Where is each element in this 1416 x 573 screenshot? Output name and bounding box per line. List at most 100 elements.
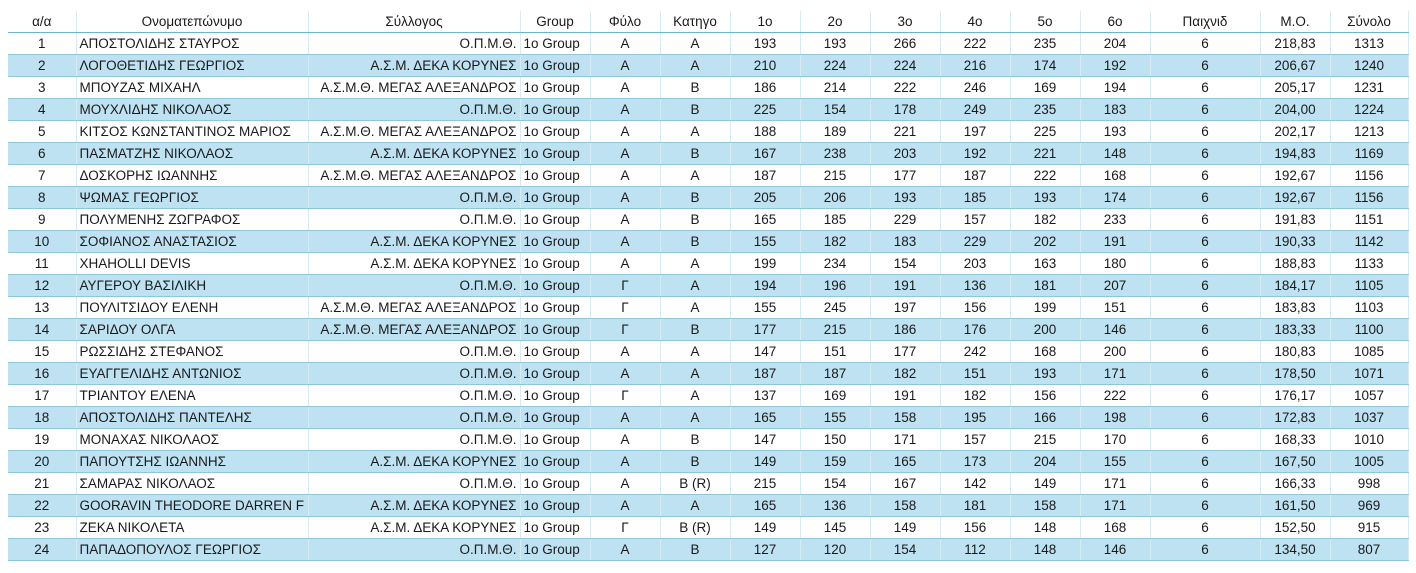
cell: Ο.Π.Μ.Θ. [308,384,521,407]
cell: 13 [8,296,77,319]
cell: 147 [730,428,801,451]
cell: 1313 [1330,32,1409,55]
cell: 165 [730,208,801,231]
cell: 235 [1010,98,1081,121]
cell: 1ο Group [520,54,591,77]
cell: 203 [940,252,1011,275]
cell: 233 [1080,208,1151,231]
cell: 12 [8,274,77,297]
cell: 127 [730,538,801,561]
cell: 156 [940,296,1011,319]
cell: 215 [1010,428,1081,451]
cell: 171 [1080,362,1151,385]
cell: 6 [1150,384,1261,407]
cell: Β [660,428,731,451]
cell: 21 [8,472,77,495]
cell: ΑΥΓΕΡΟΥ ΒΑΣΙΛΙΚΗ [76,274,309,297]
cell: Ο.Π.Μ.Θ. [308,362,521,385]
cell: Ο.Π.Μ.Θ. [308,406,521,429]
table-row: 21 ΣΑΜΑΡΑΣ ΝΙΚΟΛΑΟΣ Ο.Π.Μ.Θ. 1ο Group Α Β (R)… [8,472,1409,495]
cell: 155 [730,230,801,253]
table-row: 15 ΡΩΣΣΙΔΗΣ ΣΤΕΦΑΝΟΣ Ο.Π.Μ.Θ. 1ο Group Α Α 147… [8,340,1409,363]
cell: 181 [1010,274,1081,297]
cell: 1ο Group [520,384,591,407]
cell: ΨΩΜΑΣ ΓΕΩΡΓΙΟΣ [76,186,309,209]
cell: Β (R) [660,516,731,539]
cell: 216 [940,54,1011,77]
table-row: 18 ΑΠΟΣΤΟΛΙΔΗΣ ΠΑΝΤΕΛΗΣ Ο.Π.Μ.Θ. 1ο Group Α Α… [8,406,1409,429]
header-cell: α/α [8,11,77,33]
cell: 1ο Group [520,186,591,209]
cell: 204 [1010,450,1081,473]
cell: 148 [1010,538,1081,561]
cell: 168 [1010,340,1081,363]
cell: ΚΙΤΣΟΣ ΚΩΝΣΤΑΝΤΙΝΟΣ ΜΑΡΙΟΣ [76,120,309,143]
cell: 1156 [1330,186,1409,209]
cell: 187 [800,362,871,385]
cell: 1ο Group [520,98,591,121]
cell: 1085 [1330,340,1409,363]
cell: Γ [590,318,661,341]
cell: 187 [730,362,801,385]
cell: 142 [940,472,1011,495]
cell: 1ο Group [520,516,591,539]
cell: 204 [1080,32,1151,55]
cell: 1231 [1330,76,1409,99]
cell: Α [660,362,731,385]
cell: ΖΕΚΑ ΝΙΚΟΛΕΤΑ [76,516,309,539]
cell: 6 [1150,32,1261,55]
cell: 206,67 [1260,54,1331,77]
cell: 182 [800,230,871,253]
cell: Ο.Π.Μ.Θ. [308,186,521,209]
cell: 165 [730,406,801,429]
cell: 177 [870,164,941,187]
cell: 188 [730,120,801,143]
cell: 11 [8,252,77,275]
cell: ΣΑΡΙΔΟΥ ΟΛΓΑ [76,318,309,341]
cell: 200 [1080,340,1151,363]
cell: 1ο Group [520,120,591,143]
cell: 242 [940,340,1011,363]
table-row: 13 ΠΟΥΛΙΤΣΙΔΟΥ ΕΛΕΝΗ Α.Σ.Μ.Θ. ΜΕΓΑΣ ΑΛΕΞΑΝ… [8,296,1409,319]
table-row: 4 ΜΟΥΧΛΙΔΗΣ ΝΙΚΟΛΑΟΣ Ο.Π.Μ.Θ. 1ο Group Α Β 225… [8,98,1409,121]
cell: 6 [1150,296,1261,319]
cell: 158 [1010,494,1081,517]
cell: 1ο Group [520,230,591,253]
cell: 215 [800,318,871,341]
cell: Β [660,208,731,231]
cell: 171 [1080,494,1151,517]
cell: 149 [1010,472,1081,495]
table-row: 10 ΣΟΦΙΑΝΟΣ ΑΝΑΣΤΑΣΙΟΣ Α.Σ.Μ. ΔΕΚΑ ΚΟΡΥΝΕΣ… [8,230,1409,253]
table-body: 1 ΑΠΟΣΤΟΛΙΔΗΣ ΣΤΑΥΡΟΣ Ο.Π.Μ.Θ. 1ο Group Α Α 19… [8,32,1409,561]
cell: Α [660,164,731,187]
cell: 6 [1150,340,1261,363]
cell: Α [660,296,731,319]
cell: 998 [1330,472,1409,495]
cell: ΤΡΙΑΝΤΟΥ ΕΛΕΝΑ [76,384,309,407]
cell: 222 [1010,164,1081,187]
cell: 176,17 [1260,384,1331,407]
header-cell: 5ο [1010,11,1081,33]
cell: 182 [940,384,1011,407]
cell: 6 [1150,120,1261,143]
cell: 1005 [1330,450,1409,473]
header-cell: Παιχνιδ [1150,11,1261,33]
cell: 183 [1080,98,1151,121]
results-table: α/α Ονοματεπώνυμο Σύλλογος Group Φύλο Κατηγο 1… [8,11,1409,561]
cell: 6 [1150,362,1261,385]
cell: 168 [1080,516,1151,539]
cell: 193 [870,186,941,209]
cell: 197 [870,296,941,319]
cell: Α [590,98,661,121]
cell: 202 [1010,230,1081,253]
cell: Α [590,538,661,561]
cell: 24 [8,538,77,561]
cell: 154 [800,98,871,121]
cell: Α [590,252,661,275]
header-cell: 1ο [730,11,801,33]
cell: 158 [870,406,941,429]
cell: ΛΟΓΟΘΕΤΙΔΗΣ ΓΕΩΡΓΙΟΣ [76,54,309,77]
cell: 6 [1150,274,1261,297]
cell: 1240 [1330,54,1409,77]
cell: 191,83 [1260,208,1331,231]
